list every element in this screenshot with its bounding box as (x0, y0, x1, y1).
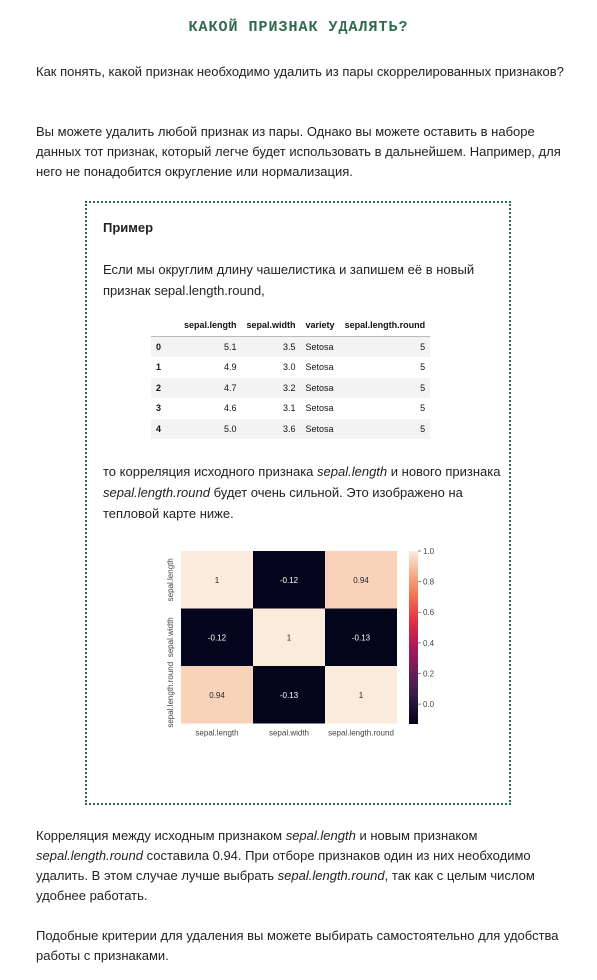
table-cell: Setosa (305, 362, 334, 373)
colorbar-tick-label: 1.0 (423, 547, 435, 556)
table-cell: 5.1 (224, 341, 237, 352)
colorbar-tick-label: 0.4 (423, 639, 435, 648)
feature-name: sepal.length (317, 464, 388, 479)
heatmap-cell (181, 551, 253, 609)
table-row: 3 4.6 3.1 Setosa 5 (151, 398, 430, 419)
heatmap-cell-label: 0.94 (209, 691, 225, 700)
example-box: Пример Если мы округлим длину чашелистик… (85, 201, 511, 805)
table-cell: 5 (420, 423, 426, 434)
table-cell: 4.6 (224, 403, 237, 414)
x-tick-label: sepal.width (269, 729, 309, 738)
table-cell: 5 (420, 382, 426, 393)
table-cell: 4.7 (224, 382, 237, 393)
heatmap-cell (253, 608, 325, 666)
heatmap-cell (181, 666, 253, 724)
heatmap-cell (253, 666, 325, 724)
dataframe-table: sepal.length sepal.width variety sepal.l… (151, 315, 431, 439)
row-index: 4 (156, 423, 162, 434)
heatmap-cell-label: -0.12 (280, 576, 299, 585)
table-cell: Setosa (305, 403, 334, 414)
heatmap-cell (181, 608, 253, 666)
conclusion-paragraph: Корреляция между исходным признаком sepa… (36, 826, 564, 906)
table-cell: 5.0 (224, 423, 237, 434)
heatmap-cell (253, 551, 325, 609)
colorbar-tick-label: 0.6 (423, 608, 435, 617)
row-index: 3 (156, 403, 162, 414)
heatmap-cell-label: 1 (215, 576, 220, 585)
table-cell: Setosa (305, 382, 334, 393)
correlation-heatmap: 1 -0.12 0.94 -0.12 1 -0.13 0.94 -0.13 1 sepal.le… (166, 547, 435, 738)
table-header-cell: variety (300, 315, 340, 337)
answer-paragraph: Вы можете удалить любой признак из пары.… (36, 124, 561, 179)
row-index: 2 (156, 382, 162, 393)
heatmap-cell-label: 1 (287, 633, 292, 642)
colorbar (409, 551, 418, 724)
y-tick-label: sepal.width (166, 617, 175, 657)
table-header-cell (151, 315, 179, 337)
feature-name: sepal.length (285, 828, 356, 843)
y-tick-label: sepal.length.round (166, 662, 175, 728)
x-tick-label: sepal.length (195, 729, 238, 738)
colorbar-tick-label: 0.2 (423, 669, 435, 678)
criteria-paragraph: Подобные критерии для удаления вы можете… (36, 928, 559, 963)
table-cell: Setosa (305, 423, 334, 434)
text-span: и нового признака (387, 464, 501, 479)
heatmap-cell (325, 608, 397, 666)
colorbar-tick-label: 0.8 (423, 578, 435, 587)
table-row: 4 5.0 3.6 Setosa 5 (151, 418, 431, 439)
table-cell: 3.1 (283, 403, 296, 414)
table-header-cell: sepal.length (179, 315, 242, 337)
text-span: то корреляция исходного признака (103, 464, 318, 479)
question-paragraph: Как понять, какой признак необходимо уда… (36, 64, 564, 79)
table-row: 1 4.9 3.0 Setosa 5 (151, 357, 430, 378)
heatmap-cell-label: -0.13 (352, 633, 371, 642)
row-index: 1 (156, 362, 162, 373)
text-span: будет очень сильной. Это изображено на т… (103, 485, 463, 521)
table-header-cell: sepal.width (241, 315, 301, 337)
table-row: 0 5.1 3.5 Setosa 5 (151, 336, 431, 357)
page-title: КАКОЙ ПРИЗНАК УДАЛЯТЬ? (188, 19, 409, 36)
table-cell: 3.2 (283, 382, 296, 393)
table-row: 2 4.7 3.2 Setosa 5 (151, 377, 431, 398)
table-cell: 5 (420, 341, 426, 352)
table-cell: 3.0 (283, 362, 296, 373)
table-header-cell: sepal.length.round (339, 315, 431, 337)
feature-name: sepal.length.round (36, 848, 143, 863)
table-cell: 3.6 (283, 423, 296, 434)
heatmap-cell-label: -0.13 (280, 691, 299, 700)
heatmap-cell-label: 1 (359, 691, 364, 700)
colorbar-tick-label: 0.0 (423, 700, 435, 709)
heatmap-cell (325, 666, 397, 724)
x-tick-label: sepal.length.round (328, 729, 394, 738)
heatmap-cell-label: -0.12 (208, 633, 227, 642)
table-cell: 5 (420, 362, 426, 373)
text-span: составила 0.94. При отборе признаков оди… (36, 848, 531, 883)
heatmap-cell (325, 551, 397, 609)
table-cell: 4.9 (224, 362, 237, 373)
table-cell: Setosa (305, 341, 334, 352)
example-intro: Если мы округлим длину чашелистика и зап… (103, 262, 475, 298)
table-header-row: sepal.length sepal.width variety sepal.l… (151, 315, 431, 337)
table-cell: 3.5 (283, 341, 296, 352)
heatmap-cell-label: 0.94 (353, 576, 369, 585)
text-span: Корреляция между исходным признаком (36, 828, 286, 843)
y-tick-label: sepal.length (166, 558, 175, 601)
row-index: 0 (156, 341, 162, 352)
example-explanation: то корреляция исходного признака sepal.l… (103, 461, 503, 524)
example-heading: Пример (103, 220, 154, 235)
text-span: , так как с целым числом удобнее работат… (36, 868, 535, 903)
feature-name: sepal.length.round (103, 485, 210, 500)
feature-name: sepal.length.round (277, 868, 385, 883)
table-cell: 5 (420, 403, 426, 414)
text-span: и новым признаком (355, 828, 478, 843)
